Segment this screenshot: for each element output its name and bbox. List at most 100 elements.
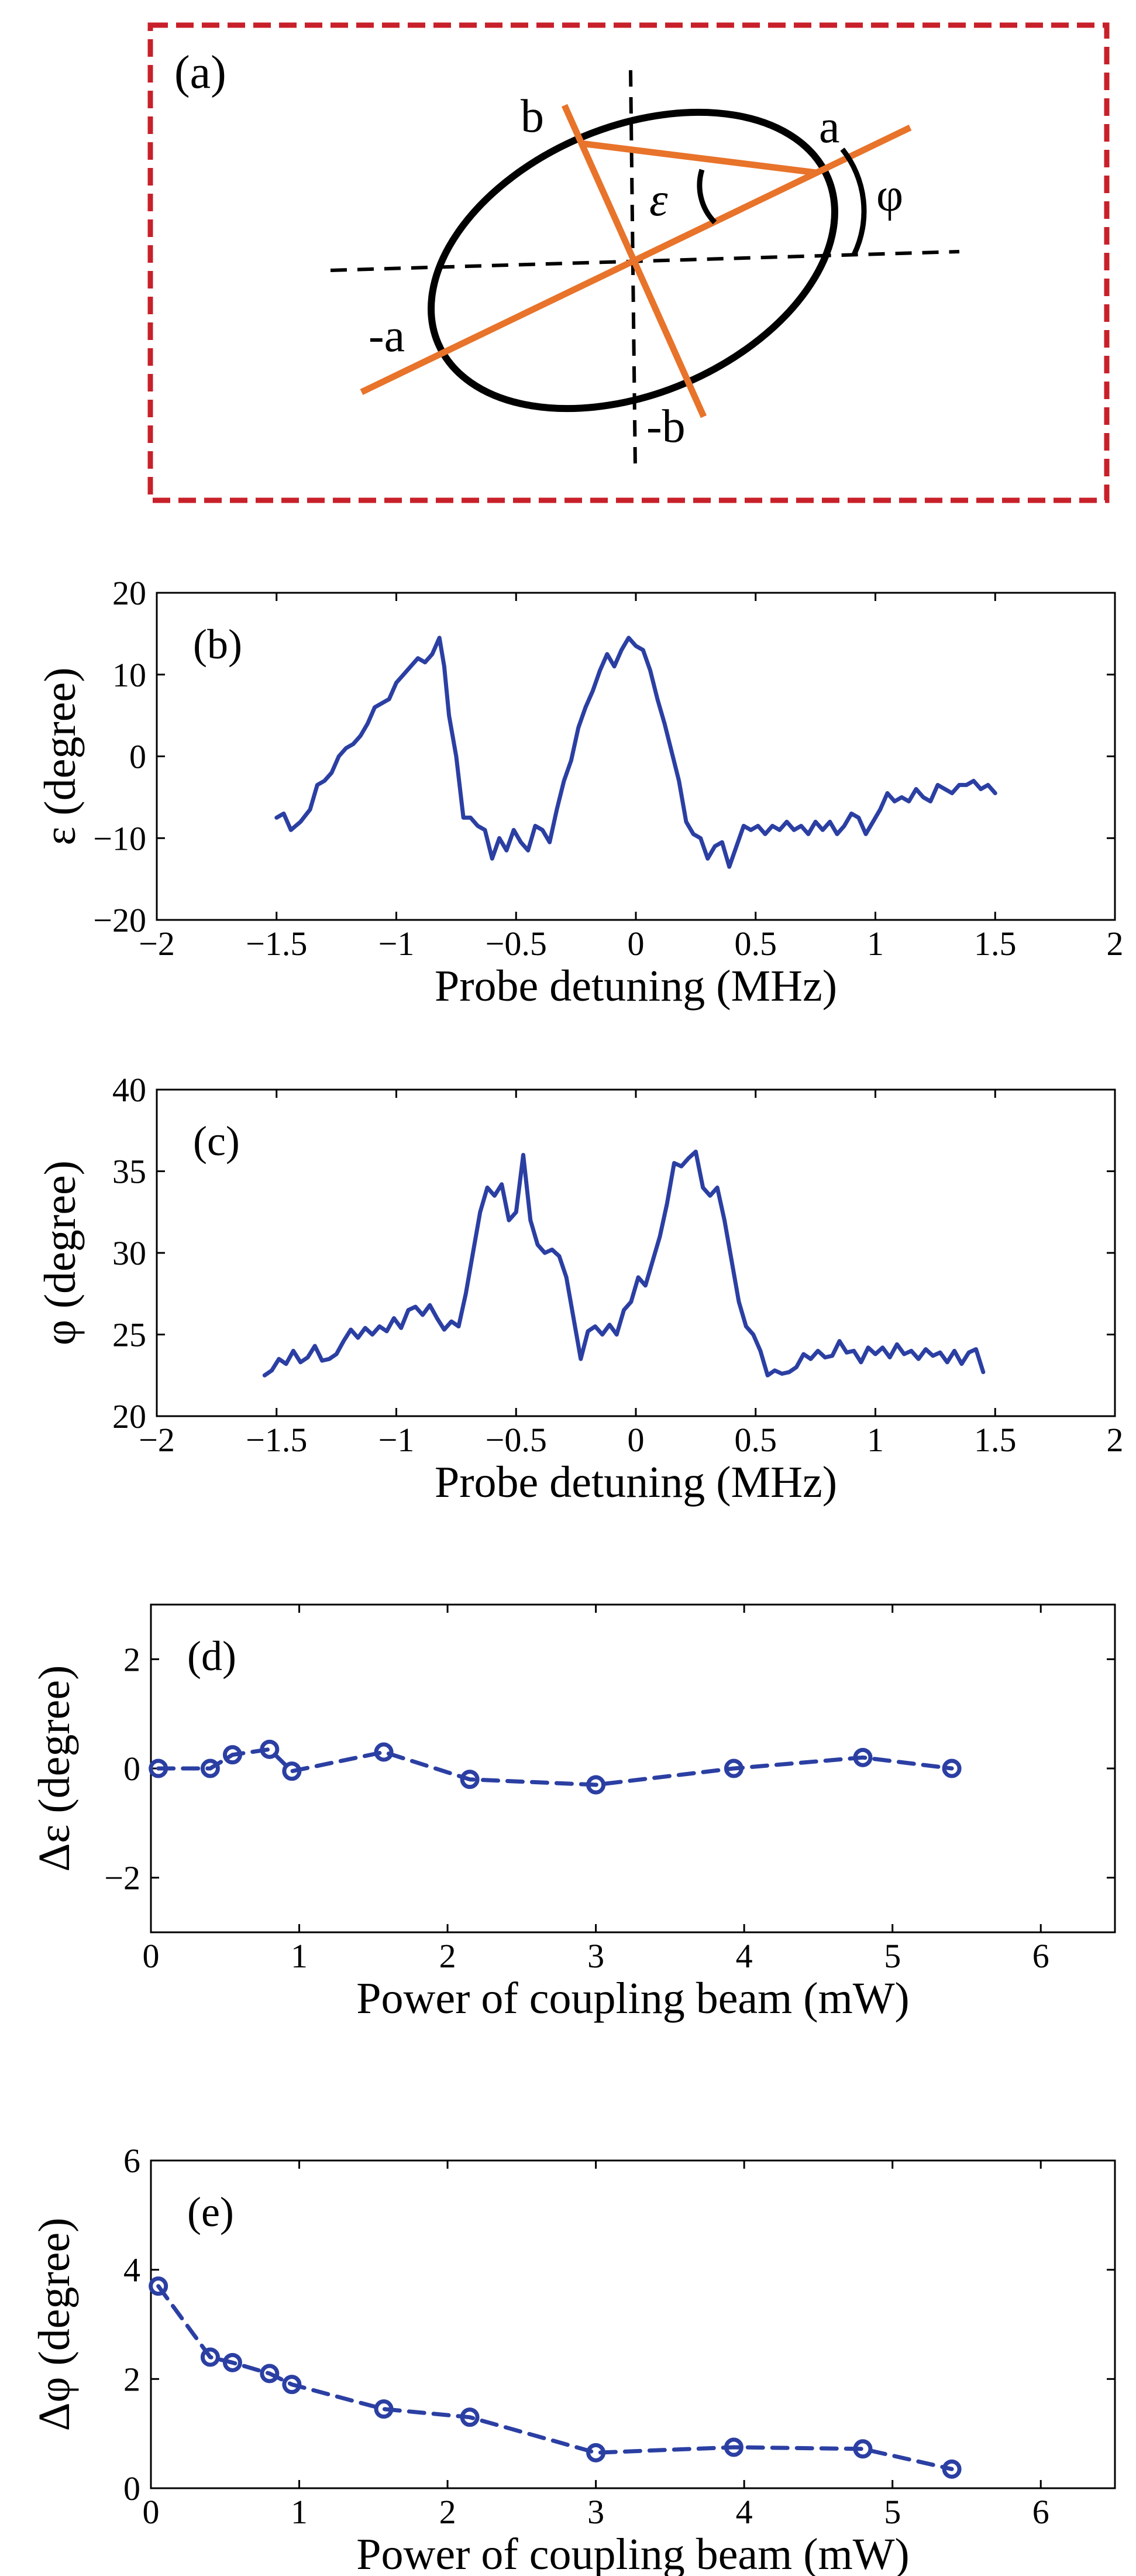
x-tick-label: 2 [439, 2493, 456, 2531]
x-tick-label: 1 [291, 1937, 308, 1975]
x-tick-label: 1.5 [974, 925, 1017, 963]
y-tick-label: 2 [123, 2360, 140, 2398]
x-tick-label: −1 [378, 925, 415, 963]
y-tick-label: 0 [129, 738, 146, 776]
x-tick-label: 5 [884, 2493, 901, 2531]
panel-label: (b) [193, 621, 242, 668]
diagram-panel: (a) a b -a -b ε φ [147, 22, 1110, 503]
x-tick-label: −0.5 [486, 925, 547, 963]
data-point [374, 1742, 394, 1762]
y-tick-label: 2 [123, 1640, 140, 1678]
data-point [942, 2459, 962, 2479]
x-tick-label: 5 [884, 1937, 901, 1975]
y-tick-label: −20 [93, 901, 146, 939]
x-tick-label: −2 [139, 925, 175, 963]
data-point [374, 2399, 394, 2419]
x-axis-label: Probe detuning (MHz) [435, 1458, 837, 1507]
data-point [222, 1745, 242, 1765]
phi-angle-arc [840, 147, 867, 256]
data-point [586, 1775, 606, 1795]
epsilon-angle-arc [697, 169, 717, 225]
x-tick-label: −2 [139, 1421, 175, 1459]
x-axis-label: Power of coupling beam (mW) [356, 1974, 910, 2023]
series-line-φ [262, 1149, 986, 1378]
diagram-panel-label: (a) [174, 47, 226, 98]
panel-label: (c) [193, 1118, 240, 1165]
y-tick-label: 20 [112, 1397, 146, 1435]
y-axis-label: Δφ (degree) [30, 2218, 79, 2431]
x-tick-label: −1.5 [246, 1421, 307, 1459]
data-point [200, 2347, 220, 2367]
label-neg-a: -a [369, 310, 405, 362]
data-point [724, 2437, 743, 2457]
x-axis-label: Power of coupling beam (mW) [356, 2530, 910, 2576]
x-tick-label: 2 [439, 1937, 456, 1975]
label-epsilon: ε [649, 174, 668, 226]
data-point [200, 1758, 220, 1778]
x-tick-label: 0 [628, 925, 645, 963]
chart-phi-vs-detuning: −2 −1.5 −1 −0.5 0 0.5 1 1.5 2 20 25 30 35 40 Probe det… [36, 1071, 1124, 1507]
data-point [260, 2364, 280, 2383]
label-a: a [819, 101, 840, 153]
y-axis-label: φ (degree) [36, 1160, 85, 1345]
x-tick-label: 2 [1107, 925, 1124, 963]
series-line-Δε [156, 1747, 954, 1787]
x-tick-label: 1 [867, 1421, 884, 1459]
data-point [282, 1761, 302, 1781]
label-neg-b: -b [646, 401, 686, 452]
x-tick-label: 1 [291, 2493, 308, 2531]
minor-axis [561, 104, 707, 418]
y-tick-label: 25 [112, 1316, 146, 1354]
x-tick-label: 4 [736, 2493, 753, 2531]
y-tick-label: 30 [112, 1234, 146, 1272]
x-tick-label: 3 [587, 2493, 604, 2531]
chart-epsilon-vs-detuning: −2 −1.5 −1 −0.5 0 0.5 1 1.5 2 −20 −10 0 10 20 Probe de… [36, 574, 1124, 1011]
plot-frame [150, 2159, 1116, 2489]
x-tick-label: 1 [867, 925, 884, 963]
panel-label: (e) [187, 2189, 234, 2235]
data-point [942, 1758, 962, 1778]
data-point [853, 2439, 873, 2459]
x-tick-label: −1.5 [246, 925, 307, 963]
x-tick-label: 6 [1032, 1937, 1049, 1975]
data-point [586, 2443, 606, 2462]
label-phi: φ [876, 170, 903, 221]
data-point [282, 2375, 302, 2395]
series-line-ε [274, 636, 997, 869]
plot-frame [156, 592, 1116, 921]
x-tick-label: 0.5 [735, 1421, 777, 1459]
panel-label: (d) [187, 1633, 236, 1679]
label-b: b [521, 91, 544, 142]
x-tick-label: 6 [1032, 2493, 1049, 2531]
y-tick-label: 4 [123, 2251, 140, 2289]
x-axis-label: Probe detuning (MHz) [435, 961, 837, 1011]
data-point [149, 2276, 168, 2296]
data-point [260, 1739, 280, 1759]
y-tick-label: −2 [104, 1859, 140, 1897]
x-tick-label: 0 [143, 1937, 160, 1975]
y-tick-label: 0 [123, 1750, 140, 1788]
y-tick-label: 35 [112, 1153, 146, 1191]
x-tick-label: 3 [587, 1937, 604, 1975]
chart-delta-phi-vs-power: 0 1 2 3 4 5 6 0 2 4 6 Power of coupling beam (mW) Δφ… [30, 2142, 1116, 2576]
x-tick-label: 4 [736, 1937, 753, 1975]
x-tick-label: 0 [628, 1421, 645, 1459]
x-tick-label: −0.5 [486, 1421, 547, 1459]
x-tick-label: 0 [143, 2493, 160, 2531]
y-axis-label: Δε (degree) [30, 1665, 79, 1872]
data-point [853, 1747, 873, 1767]
y-axis-label: ε (degree) [36, 667, 85, 845]
data-point [460, 1770, 480, 1790]
data-point [460, 2407, 480, 2427]
y-tick-label: −10 [93, 819, 146, 857]
y-tick-label: 0 [123, 2469, 140, 2508]
x-tick-label: 1.5 [974, 1421, 1017, 1459]
x-tick-label: 0.5 [735, 925, 777, 963]
x-tick-label: −1 [378, 1421, 415, 1459]
plot-frame [156, 1088, 1116, 1417]
y-tick-label: 6 [123, 2142, 140, 2180]
y-tick-label: 20 [112, 574, 146, 612]
y-tick-label: 10 [112, 656, 146, 694]
